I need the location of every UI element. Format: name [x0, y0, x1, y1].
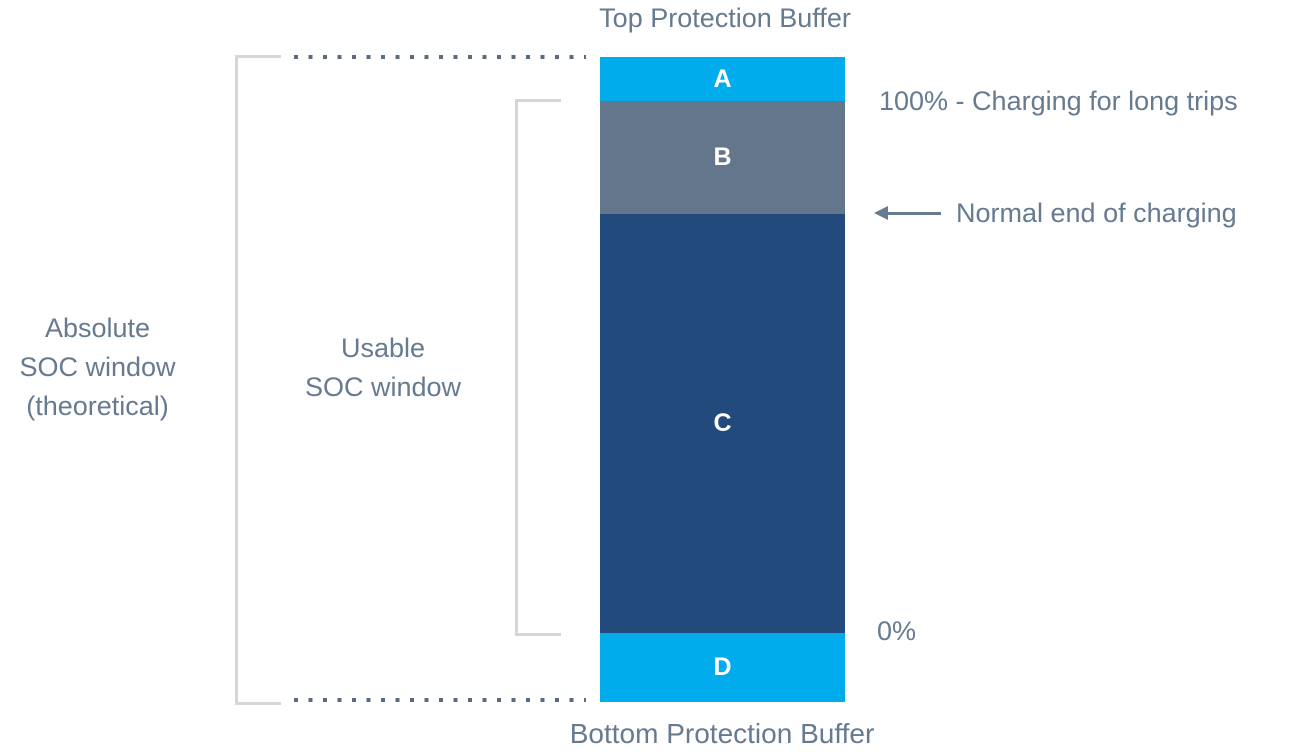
top-buffer-title: Top Protection Buffer: [599, 3, 851, 33]
segment-a-label: A: [713, 64, 732, 93]
bottom-buffer-title: Bottom Protection Buffer: [569, 718, 875, 749]
soc-bar: A B C D: [600, 57, 845, 702]
segment-b: B: [600, 101, 845, 214]
top-dotted-line: [294, 55, 586, 59]
normal-end-of-charging-label: Normal end of charging: [956, 198, 1237, 228]
segment-c: C: [600, 214, 845, 633]
bottom-dotted-line: [294, 698, 586, 702]
left-arrow-icon: [886, 212, 941, 215]
usable-soc-window-label: Usable SOC window: [304, 333, 462, 402]
absolute-soc-window-label: Absolute SOC window (theoretical): [19, 313, 176, 421]
segment-b-label: B: [713, 143, 732, 171]
segment-a: A: [600, 57, 845, 101]
usable-window-bracket: [515, 99, 561, 636]
left-arrow-head-icon: [874, 206, 888, 220]
absolute-window-bracket: [235, 55, 281, 705]
segment-d: D: [600, 633, 845, 702]
zero-percent-label: 0%: [877, 616, 917, 646]
segment-c-label: C: [713, 409, 732, 437]
segment-d-label: D: [713, 653, 732, 681]
full-charge-label: 100% - Charging for long trips: [879, 86, 1238, 116]
